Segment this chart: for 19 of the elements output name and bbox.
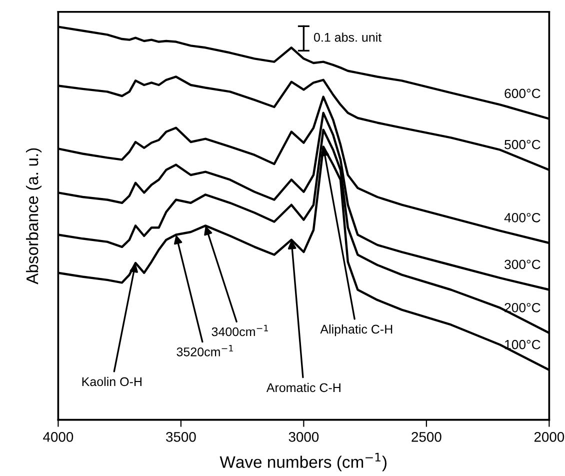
- series-label: 300°C: [504, 260, 540, 270]
- annotation: 3520cm$^{−1}$: [176, 345, 233, 356]
- y-axis-title: Absorbance (a. u.): [26, 148, 42, 284]
- annotation: Aliphatic C-H: [320, 324, 392, 336]
- x-axis-title: Wave numbers (cm$^{−1}$): [220, 452, 386, 472]
- annotation: Aromatic C-H: [266, 382, 340, 392]
- x-tick-label: 3000: [288, 432, 319, 442]
- annotation: 0.1 abs. unit: [314, 32, 382, 42]
- x-tick-label: 4000: [43, 432, 74, 442]
- series-label: 200°C: [504, 302, 540, 312]
- x-tick-label: 2500: [412, 432, 442, 442]
- x-tick-label: 3500: [166, 432, 196, 442]
- x-tick-label: 2000: [534, 432, 564, 442]
- series-label: 500°C: [504, 140, 540, 150]
- annotation: 3400cm$^{−1}$: [212, 324, 268, 336]
- series-label: 100°C: [505, 340, 540, 350]
- series-label: 600°C: [504, 88, 540, 98]
- annotation: Kaolin O-H: [82, 376, 142, 386]
- series-label: 400°C: [504, 212, 540, 222]
